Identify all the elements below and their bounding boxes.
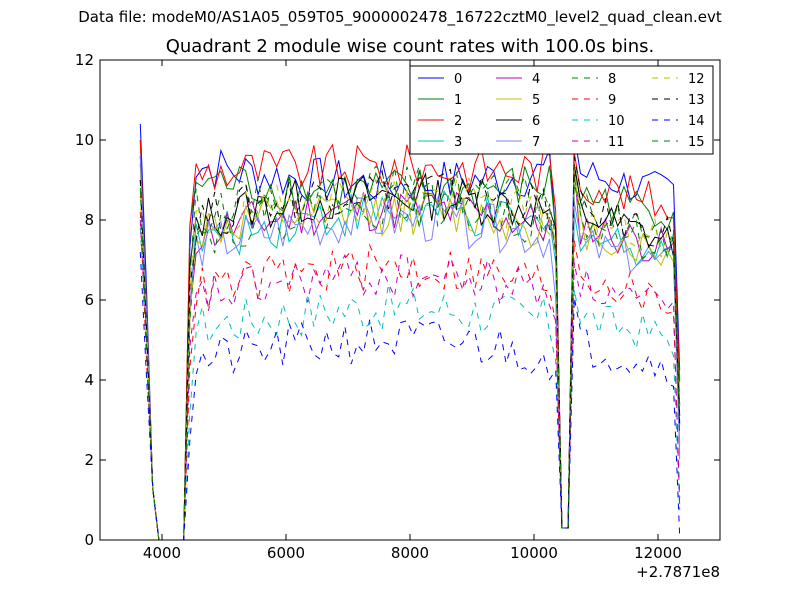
series-line-1 <box>139 139 681 541</box>
series-line-7 <box>139 155 681 541</box>
series-line-13 <box>139 156 681 541</box>
legend-label-8: 8 <box>608 72 616 87</box>
legend-box <box>409 65 714 155</box>
legend-label-12: 12 <box>688 72 705 87</box>
legend-label-2: 2 <box>454 114 462 129</box>
x-tick-label: 12000 <box>634 544 682 562</box>
series-line-0 <box>139 123 681 541</box>
series-line-14 <box>139 251 681 541</box>
x-tick-label: 10000 <box>510 544 558 562</box>
series-line-10 <box>139 227 681 541</box>
y-tick-label: 10 <box>75 131 94 149</box>
series-line-15 <box>139 180 681 541</box>
y-tick-label: 8 <box>84 211 94 229</box>
legend-label-13: 13 <box>688 93 705 108</box>
y-tick-label: 2 <box>84 451 94 469</box>
legend-label-10: 10 <box>608 114 625 129</box>
legend-label-15: 15 <box>688 135 705 150</box>
legend-label-9: 9 <box>608 93 616 108</box>
x-tick-label: 6000 <box>267 544 305 562</box>
x-axis-offset-label: +2.7871e8 <box>636 563 720 581</box>
legend-label-7: 7 <box>532 135 540 150</box>
x-tick-label: 4000 <box>143 544 181 562</box>
legend-label-0: 0 <box>454 72 462 87</box>
y-tick-label: 12 <box>75 51 94 69</box>
legend-label-6: 6 <box>532 114 540 129</box>
series-line-5 <box>139 163 681 541</box>
y-tick-label: 6 <box>84 291 94 309</box>
series-line-6 <box>139 155 681 541</box>
series-line-2 <box>139 139 681 541</box>
x-tick-label: 8000 <box>391 544 429 562</box>
series-line-9 <box>139 211 681 541</box>
chart-title: Quadrant 2 module wise count rates with … <box>165 36 655 57</box>
y-tick-label: 4 <box>84 371 94 389</box>
legend-label-3: 3 <box>454 135 462 150</box>
legend-label-11: 11 <box>608 135 625 150</box>
legend-label-1: 1 <box>454 93 462 108</box>
series-line-12 <box>139 163 681 541</box>
plot-lines <box>139 123 681 541</box>
legend-label-5: 5 <box>532 93 540 108</box>
legend-label-4: 4 <box>532 72 540 87</box>
figure-suptitle: Data file: modeM0/AS1A05_059T05_90000024… <box>78 8 722 26</box>
legend-label-14: 14 <box>688 114 705 129</box>
y-tick-label: 0 <box>84 531 94 549</box>
series-line-11 <box>139 219 681 541</box>
